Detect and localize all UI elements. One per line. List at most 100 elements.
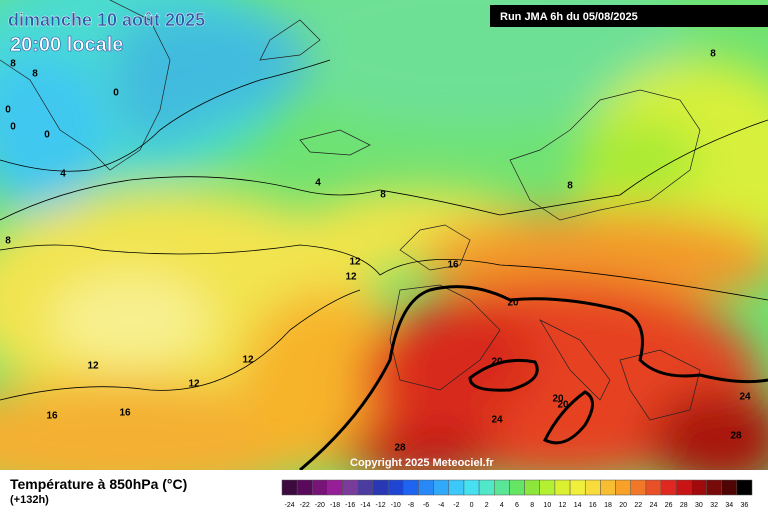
contour-label: 8 [710, 49, 716, 60]
scale-swatch [448, 479, 465, 496]
contour-label: 4 [60, 169, 66, 180]
legend-subtitle: (+132h) [10, 494, 49, 506]
contour-label: 12 [349, 257, 361, 268]
scale-swatch [645, 479, 662, 496]
color-scale: -24 -22 -20 -18 -16 -14 -12 -10 -8 -6 -4 -2 0 2 4 6 8 10 1… [281, 479, 753, 509]
scale-swatch [357, 479, 374, 496]
scale-label: 10 [543, 502, 551, 509]
scale-swatch [736, 479, 753, 496]
contour-label: 20 [552, 394, 564, 405]
contour-label: 20 [557, 400, 569, 411]
scale-swatch [706, 479, 722, 496]
contour-label: 8 [32, 69, 38, 80]
scale-label: -6 [423, 502, 429, 509]
scale-label: -16 [345, 502, 355, 509]
map-date: dimanche 10 août 2025 [8, 10, 205, 30]
contour-label: 8 [567, 181, 573, 192]
scale-label: -4 [438, 502, 444, 509]
contour-label: 0 [10, 122, 16, 133]
contour-label: 24 [491, 415, 503, 426]
contour-label: 16 [119, 408, 131, 419]
run-box [490, 5, 768, 27]
scale-label: 26 [665, 502, 673, 509]
scale-label: 24 [650, 502, 658, 509]
contour-label: 20 [491, 357, 503, 368]
scale-swatch [312, 479, 328, 496]
map-time: 20:00 locale [10, 34, 123, 56]
contour-label: 0 [44, 130, 50, 141]
contour-label: 16 [447, 260, 459, 271]
contour-label: 4 [315, 178, 321, 189]
scale-swatch [478, 479, 495, 496]
scale-label: 12 [559, 502, 567, 509]
scale-label: 30 [695, 502, 703, 509]
contour-label: 0 [113, 88, 119, 99]
scale-label: -14 [360, 502, 370, 509]
scale-label: 22 [634, 502, 642, 509]
scale-label: -10 [391, 502, 401, 509]
scale-label: 20 [619, 502, 627, 509]
scale-swatch [433, 479, 450, 496]
scale-label: 28 [680, 502, 688, 509]
contour-label: 16 [46, 411, 58, 422]
scale-swatch [524, 479, 540, 496]
scale-swatch [494, 479, 510, 496]
scale-swatch [691, 479, 707, 496]
scale-swatch [554, 479, 571, 496]
legend-title: Température à 850hPa (°C) [10, 476, 187, 492]
scale-label: 0 [470, 502, 474, 509]
contour-label: 12 [242, 355, 254, 366]
scale-label: 36 [741, 502, 749, 509]
scale-swatch [403, 479, 419, 496]
scale-label: -8 [408, 502, 414, 509]
scale-label: -12 [375, 502, 385, 509]
scale-label: 6 [515, 502, 519, 509]
contour-label: 8 [5, 236, 11, 247]
scale-swatch [327, 479, 343, 496]
scale-label: 16 [589, 502, 597, 509]
contour-label: 28 [730, 431, 742, 442]
scale-swatch [387, 479, 404, 496]
scale-swatch [660, 479, 677, 496]
scale-label: -18 [330, 502, 340, 509]
contour-label: 8 [380, 190, 386, 201]
scale-label: 4 [500, 502, 504, 509]
scale-swatch [600, 479, 616, 496]
scale-label: 2 [485, 502, 489, 509]
scale-swatch [342, 479, 359, 496]
scale-swatch [569, 479, 586, 496]
scale-swatch [584, 479, 601, 496]
scale-swatch [615, 479, 631, 496]
copyright: Copyright 2025 Meteociel.fr [350, 457, 494, 469]
scale-label: -20 [315, 502, 325, 509]
scale-label: 34 [725, 502, 733, 509]
scale-swatch [721, 479, 738, 496]
contour-label: 20 [507, 298, 519, 309]
scale-swatch [630, 479, 647, 496]
contour-label: 12 [87, 361, 99, 372]
scale-swatch [675, 479, 692, 496]
scale-swatch [372, 479, 389, 496]
scale-swatch [296, 479, 313, 496]
scale-label: -2 [453, 502, 459, 509]
contour-label: 24 [739, 392, 751, 403]
scale-label: 18 [604, 502, 612, 509]
scale-label: 32 [710, 502, 718, 509]
scale-swatch [539, 479, 556, 496]
scale-swatch [418, 479, 434, 496]
scale-label: -24 [285, 502, 295, 509]
contour-label: 8 [10, 59, 16, 70]
contour-label: 12 [345, 272, 357, 283]
scale-label: -22 [300, 502, 310, 509]
scale-label: 14 [574, 502, 582, 509]
contour-label: 0 [5, 105, 11, 116]
scale-swatch [509, 479, 525, 496]
run-label: Run JMA 6h du 05/08/2025 [500, 11, 638, 23]
scale-swatch [463, 479, 480, 496]
contour-label: 28 [394, 443, 406, 454]
scale-label: 8 [530, 502, 534, 509]
contour-label: 12 [188, 379, 200, 390]
